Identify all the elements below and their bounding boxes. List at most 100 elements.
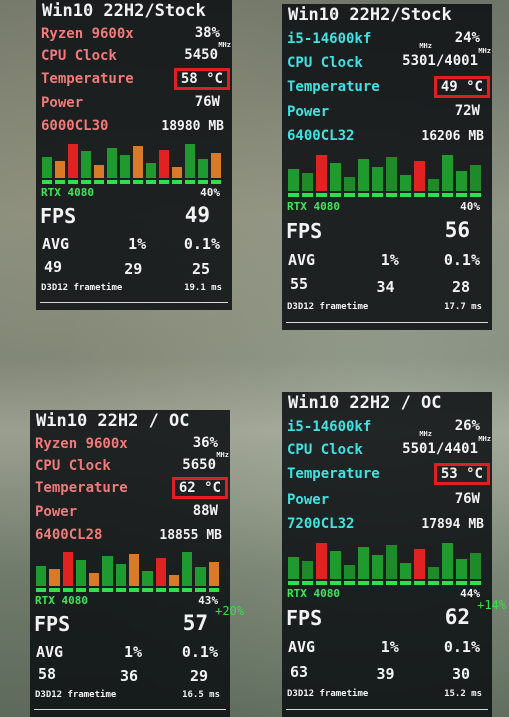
gpu-name: RTX 4080 bbox=[287, 587, 340, 601]
core-bar bbox=[302, 560, 313, 579]
frametime-label: D3D12 frametime bbox=[35, 690, 117, 701]
core-bar-base bbox=[400, 580, 411, 585]
power-value: 76W bbox=[194, 94, 220, 110]
cpu-clock: 5501/4401 bbox=[402, 441, 478, 458]
temperature-label: Temperature bbox=[287, 466, 380, 483]
core-bar bbox=[400, 562, 411, 579]
gpu-load: 44% bbox=[460, 587, 480, 601]
temperature-label: Temperature bbox=[287, 78, 380, 95]
osd-panel: Win10 22H2 / OC i5-14600kf 26% MHz CPU Clock… bbox=[282, 392, 492, 717]
core-bar-base bbox=[115, 588, 126, 593]
clock-label: CPU Clock bbox=[41, 48, 117, 64]
core-bar bbox=[456, 171, 467, 192]
memory-type: 6400CL28 bbox=[35, 526, 103, 543]
temperature-value: 58 °C bbox=[173, 68, 230, 90]
core-bar bbox=[456, 558, 467, 579]
power-label: Power bbox=[287, 103, 330, 120]
fps-gain: +20% bbox=[215, 604, 244, 619]
core-bar bbox=[470, 165, 481, 192]
core-bar-base bbox=[89, 588, 100, 593]
core-bar bbox=[288, 556, 299, 579]
gpu-load: 43% bbox=[198, 594, 218, 608]
load-unit-note: MHz bbox=[419, 429, 432, 438]
frametime-graph bbox=[286, 321, 488, 323]
core-bar bbox=[344, 564, 355, 579]
core-bar bbox=[120, 155, 130, 178]
core-bar-base bbox=[42, 180, 52, 184]
cpu-load: 26% bbox=[454, 418, 480, 435]
core-bar-base bbox=[414, 193, 425, 198]
core-bar-base bbox=[55, 180, 65, 184]
core-bar bbox=[442, 155, 453, 192]
gpu-name: RTX 4080 bbox=[287, 199, 340, 213]
memory-type: 7200CL32 bbox=[287, 515, 355, 532]
core-bar-base bbox=[185, 180, 195, 184]
clock-unit: MHz bbox=[216, 450, 229, 459]
core-bar bbox=[302, 173, 313, 192]
fps-value: 49 bbox=[184, 203, 210, 227]
core-bar-base bbox=[129, 588, 140, 593]
core-bar-base bbox=[195, 588, 206, 593]
core-bar-base bbox=[68, 180, 78, 184]
power-value: 88W bbox=[192, 503, 218, 520]
core-bar-base bbox=[146, 180, 156, 184]
memory-type: 6000CL30 bbox=[41, 118, 109, 134]
core-bar bbox=[133, 145, 143, 178]
core-bar-base bbox=[442, 580, 453, 585]
memory-used: 17894 MB bbox=[421, 516, 484, 532]
low01-label: 0.1% bbox=[443, 638, 480, 657]
cpu-name: i5-14600kf bbox=[287, 31, 372, 48]
core-bar bbox=[358, 546, 369, 579]
core-bar-base bbox=[470, 580, 481, 585]
frametime-label: D3D12 frametime bbox=[287, 301, 369, 312]
cpu-name: i5-14600kf bbox=[287, 419, 372, 436]
core-bar-base bbox=[386, 193, 397, 198]
temperature-value: 62 °C bbox=[171, 477, 228, 500]
core-bar bbox=[129, 554, 140, 587]
osd-title: Win10 22H2 / OC bbox=[36, 410, 190, 431]
core-bar bbox=[182, 552, 193, 587]
core-bar bbox=[142, 571, 153, 587]
fps-label: FPS bbox=[286, 605, 323, 630]
core-bar-base bbox=[288, 193, 299, 198]
core-bar-base bbox=[172, 180, 182, 184]
core-bar-base bbox=[456, 580, 467, 585]
avg-label: AVG bbox=[42, 235, 70, 253]
low01-value: 29 bbox=[189, 667, 208, 686]
core-bar bbox=[62, 552, 73, 587]
core-bar bbox=[288, 169, 299, 192]
power-label: Power bbox=[35, 504, 78, 521]
core-bar bbox=[81, 151, 91, 178]
core-bar-base bbox=[36, 588, 47, 593]
osd-title: Win10 22H2/Stock bbox=[288, 5, 452, 26]
core-bar bbox=[36, 565, 47, 587]
core-bar bbox=[172, 166, 182, 178]
fps-label: FPS bbox=[34, 612, 71, 636]
core-bar-base bbox=[442, 193, 453, 198]
frametime-value: 16.5 ms bbox=[182, 690, 220, 701]
core-bar bbox=[358, 159, 369, 192]
core-bar-base bbox=[316, 580, 327, 585]
core-bar bbox=[68, 143, 78, 178]
core-bar-base bbox=[159, 180, 169, 184]
frametime-graph bbox=[40, 302, 228, 303]
core-bar-base bbox=[142, 588, 153, 593]
cpu-name: Ryzen 9600x bbox=[35, 435, 128, 452]
clock-unit: MHz bbox=[478, 435, 491, 444]
fps-value: 57 bbox=[182, 611, 208, 636]
low01-label: 0.1% bbox=[181, 642, 218, 661]
avg-value: 55 bbox=[290, 275, 309, 294]
core-bar-base bbox=[302, 580, 313, 585]
core-bar bbox=[386, 544, 397, 579]
low1-value: 29 bbox=[124, 260, 143, 278]
osd-panel: Win10 22H2/Stock i5-14600kf 24% MHz CPU Cloc… bbox=[282, 4, 492, 330]
clock-unit: MHz bbox=[478, 47, 491, 56]
clock-unit: MHz bbox=[218, 41, 231, 49]
low01-value: 30 bbox=[451, 664, 470, 683]
core-bar bbox=[155, 558, 166, 587]
core-bar bbox=[55, 160, 65, 178]
core-bar bbox=[94, 164, 104, 178]
avg-value: 58 bbox=[38, 665, 57, 684]
core-bar-base bbox=[208, 588, 219, 593]
